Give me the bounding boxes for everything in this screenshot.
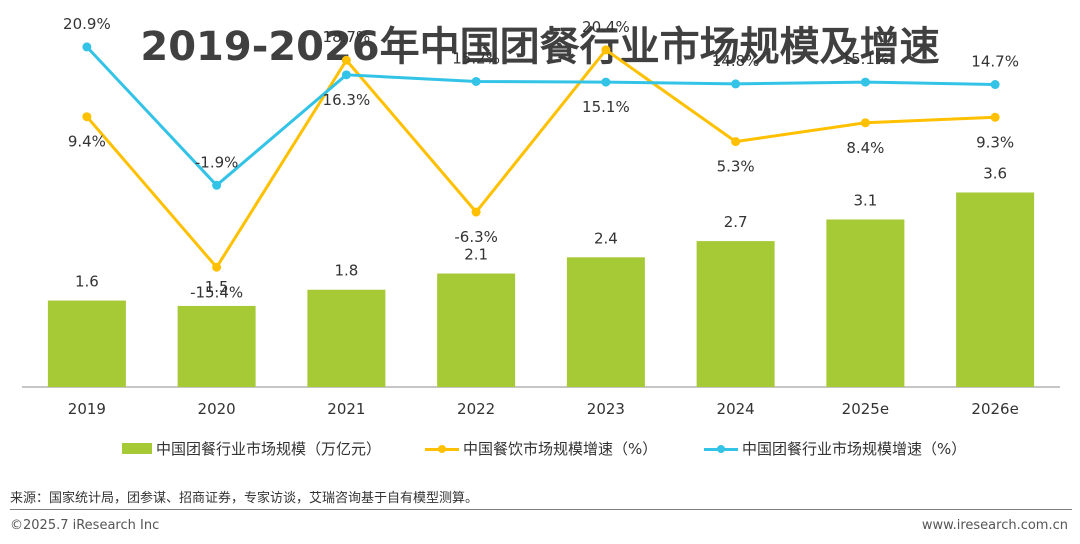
bar: [307, 289, 386, 387]
source-note: 来源：国家统计局，团参谋、招商证券，专家访谈，艾瑞咨询基于自有模型测算。: [10, 491, 479, 506]
point-group-meal-growth: [601, 77, 611, 87]
point-catering-growth: [601, 45, 611, 55]
bar: [826, 219, 905, 387]
point-group-meal-growth: [731, 79, 741, 89]
copyright: ©2025.7 iResearch Inc: [10, 518, 160, 533]
bar-value-label: 2.1: [464, 246, 488, 264]
point-catering-growth: [82, 112, 92, 122]
x-tick-label: 2023: [587, 400, 625, 418]
point-catering-growth: [471, 207, 481, 217]
website-url: www.iresearch.com.cn: [921, 518, 1068, 533]
bar-value-label: 3.6: [983, 164, 1007, 182]
bar: [47, 300, 126, 387]
line-value-label: 20.9%: [63, 15, 111, 33]
bar: [177, 305, 256, 387]
line-value-label: 15.2%: [452, 49, 500, 67]
legend-label-catering-growth: 中国餐饮市场规模增速（%）: [463, 440, 658, 458]
series-line-group-meal-growth: [85, 45, 996, 187]
bar: [566, 257, 645, 387]
point-catering-growth: [990, 112, 1000, 122]
line-value-label: -15.4%: [190, 283, 243, 301]
line-value-label: 18.7%: [323, 28, 371, 46]
x-tick-label: 2020: [198, 400, 236, 418]
point-group-meal-growth: [860, 77, 870, 87]
line-value-label: -1.9%: [195, 153, 239, 171]
legend-swatch-catering-growth: [425, 442, 459, 456]
line-value-label: 15.1%: [842, 50, 890, 68]
line-value-label: 16.3%: [323, 91, 371, 109]
bar-value-label: 2.7: [724, 213, 748, 231]
point-group-meal-growth: [341, 70, 351, 80]
bar-value-label: 2.4: [594, 229, 618, 247]
point-catering-growth: [860, 118, 870, 128]
point-catering-growth: [731, 137, 741, 147]
legend-item-group-meal-growth: 中国团餐行业市场规模增速（%）: [704, 438, 966, 459]
point-group-meal-growth: [990, 80, 1000, 90]
legend-item-market-size: 中国团餐行业市场规模（万亿元）: [122, 438, 381, 459]
point-group-meal-growth: [212, 180, 222, 190]
line-value-label: 8.4%: [846, 139, 884, 157]
x-tick-label: 2024: [717, 400, 755, 418]
x-tick-label: 2021: [327, 400, 365, 418]
chart-title: 2019-2026年中国团餐行业市场规模及增速: [140, 24, 940, 70]
line-value-label: 14.7%: [971, 53, 1019, 71]
legend-label-market-size: 中国团餐行业市场规模（万亿元）: [156, 440, 382, 458]
bar-value-label: 1.6: [75, 273, 99, 291]
legend-item-catering-growth: 中国餐饮市场规模增速（%）: [425, 438, 657, 459]
point-catering-growth: [212, 262, 222, 272]
footer-divider: [10, 509, 1072, 510]
legend-swatch-group-meal-growth: [704, 442, 738, 456]
legend-label-group-meal-growth: 中国团餐行业市场规模增速（%）: [742, 440, 967, 458]
bar: [696, 241, 775, 387]
point-catering-growth: [341, 55, 351, 65]
bar: [437, 273, 516, 387]
bar: [956, 192, 1035, 387]
line-value-label: 9.3%: [976, 133, 1014, 151]
x-tick-label: 2026e: [971, 400, 1018, 418]
series-line-catering-growth: [85, 48, 996, 269]
line-value-label: 15.1%: [582, 98, 630, 116]
line-value-label: 5.3%: [717, 158, 755, 176]
bar-value-label: 1.8: [334, 262, 358, 280]
x-tick-label: 2022: [457, 400, 495, 418]
bar-value-label: 3.1: [853, 191, 877, 209]
legend: 中国团餐行业市场规模（万亿元） 中国餐饮市场规模增速（%） 中国团餐行业市场规模…: [0, 438, 1080, 460]
line-value-label: 9.4%: [68, 133, 106, 151]
line-value-label: -6.3%: [454, 228, 498, 246]
x-tick-label: 2025e: [842, 400, 889, 418]
line-value-label: 14.8%: [712, 52, 760, 70]
point-group-meal-growth: [82, 42, 92, 52]
legend-swatch-market-size: [122, 443, 152, 454]
x-tick-label: 2019: [68, 400, 106, 418]
line-value-label: 20.4%: [582, 18, 630, 36]
point-group-meal-growth: [471, 76, 481, 86]
bar-value-label: 1.5: [205, 278, 229, 296]
